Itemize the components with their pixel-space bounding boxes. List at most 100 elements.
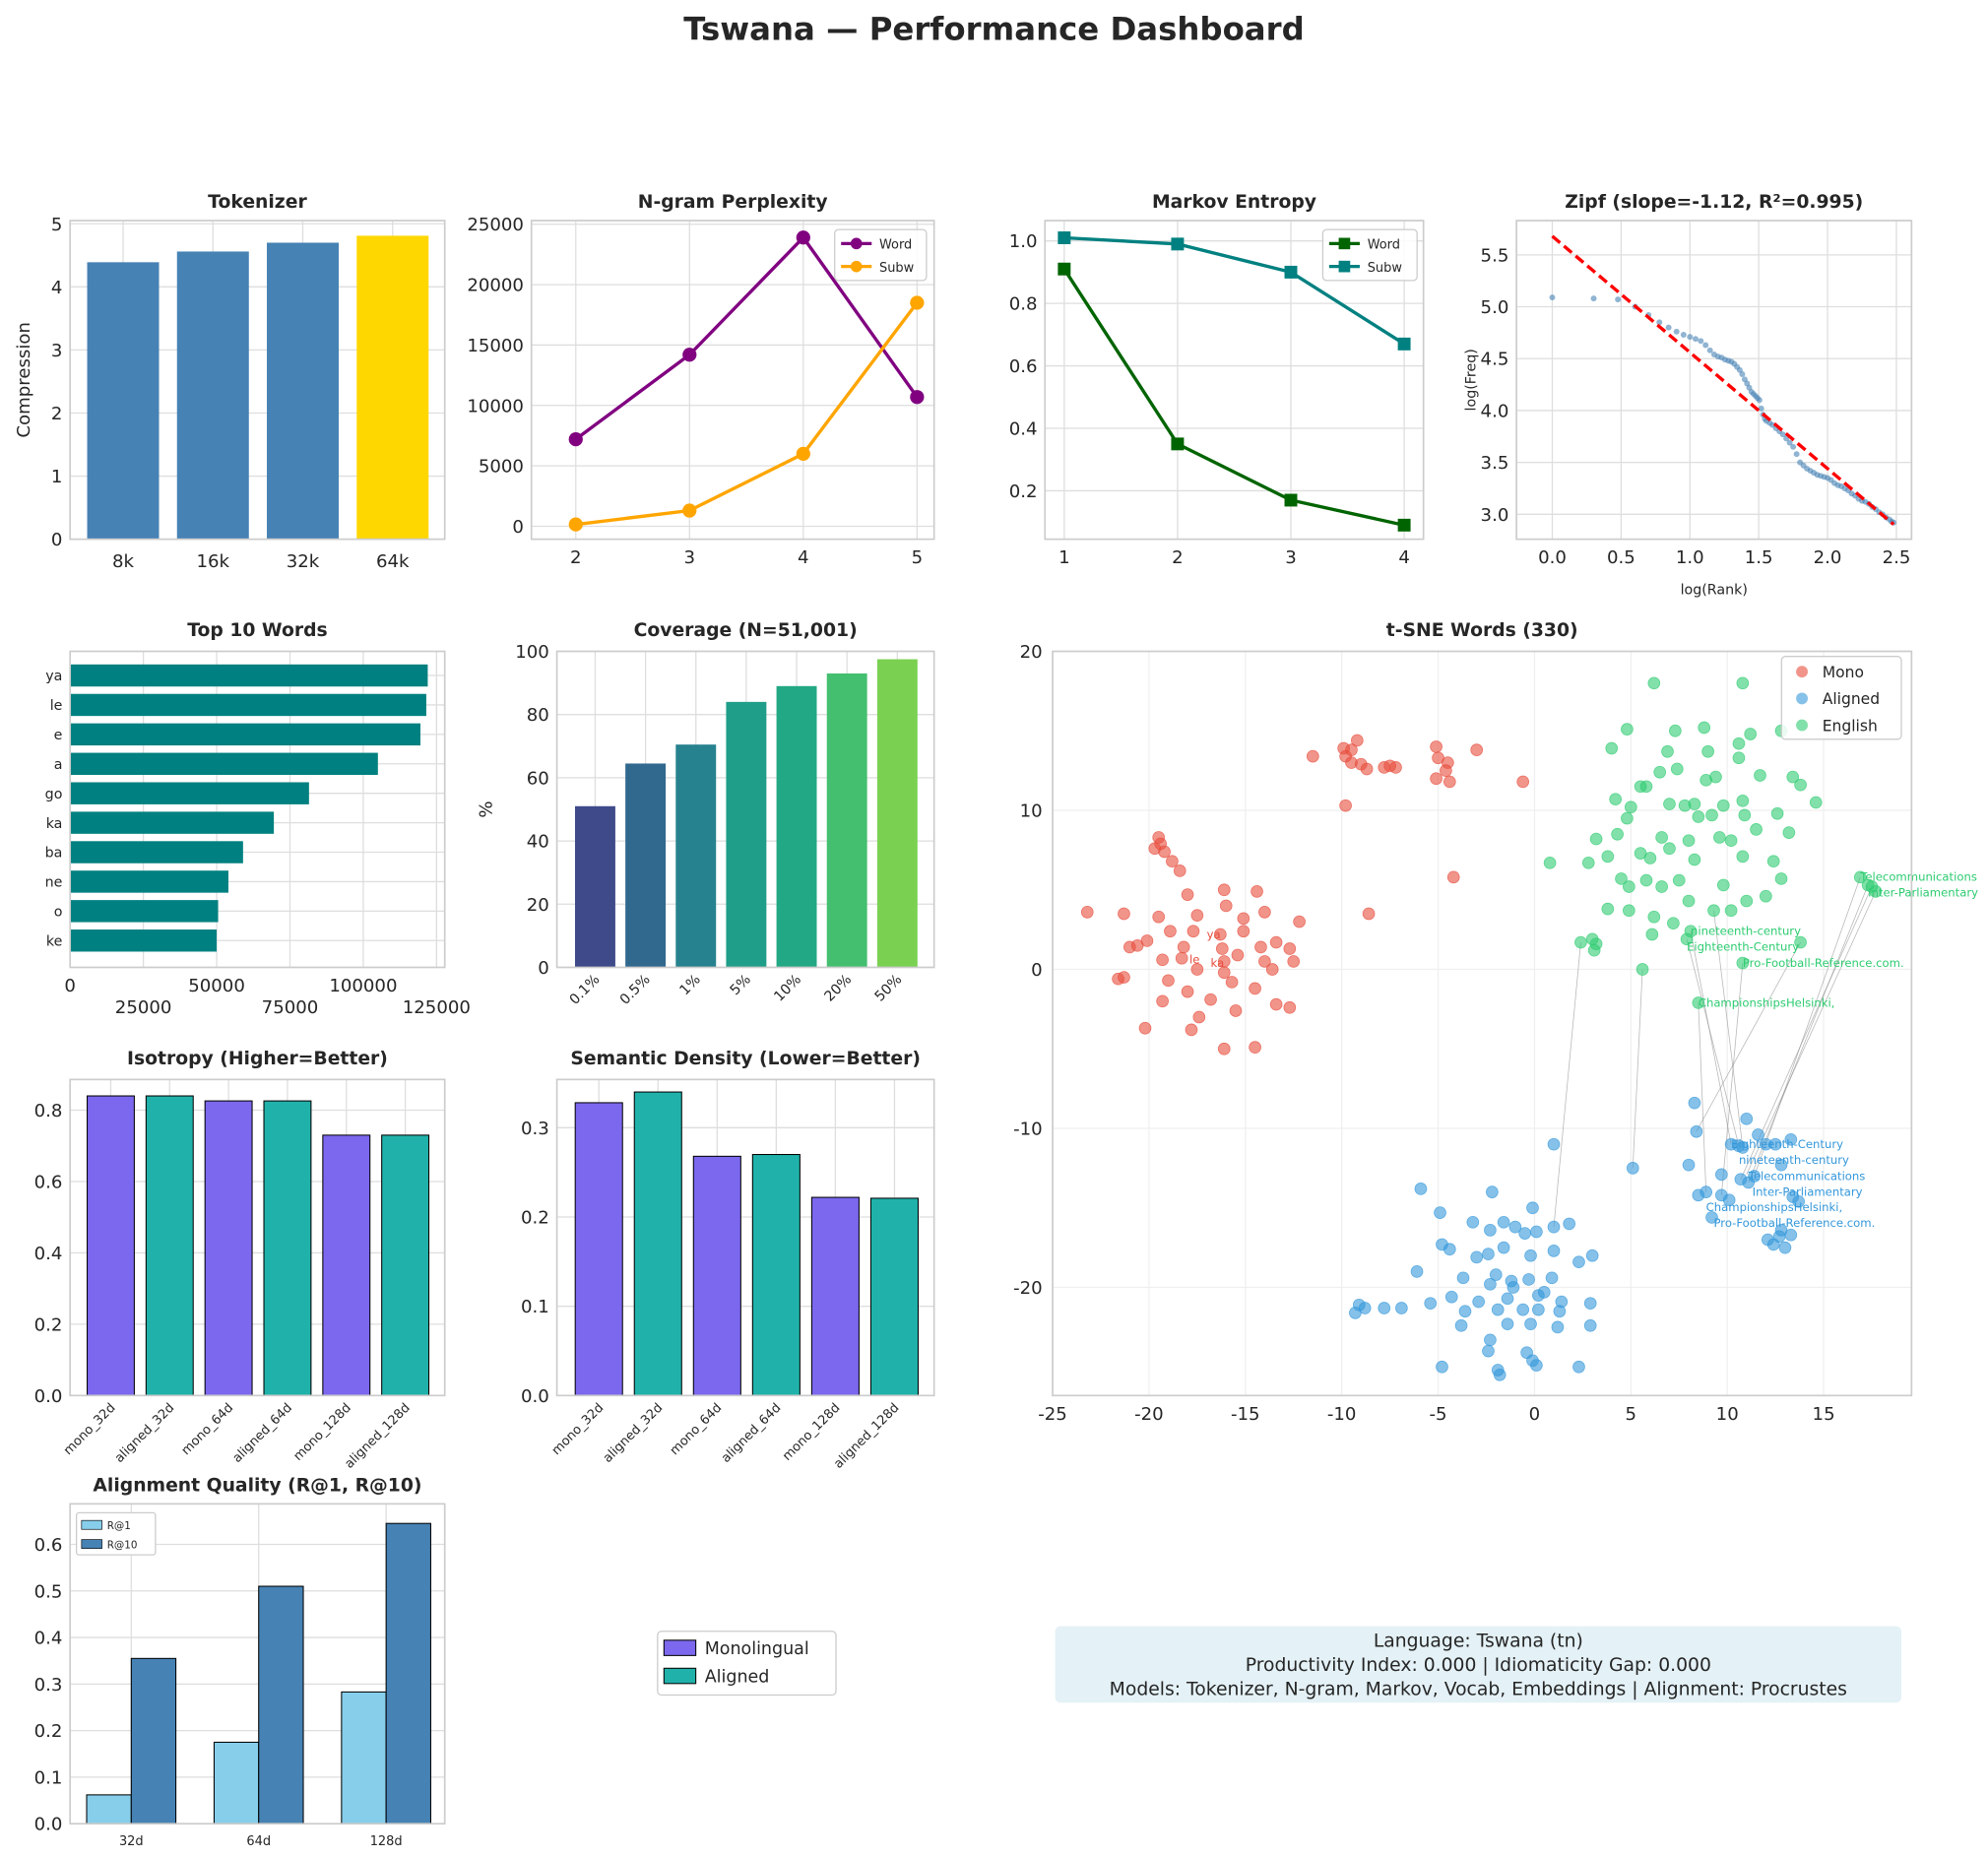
y-tick-label: 0.4 [1009, 419, 1038, 440]
tsne-point-mono [1164, 925, 1177, 938]
y-tick-label: 0.6 [34, 1535, 63, 1556]
chart-zipf: 3.0 3.5 4.0 4.5 5.0 5.5 0.0 0.5 1.0 1.5 2.0 2.5 log(… [1464, 192, 1913, 598]
alignment-link [1748, 884, 1869, 1184]
tsne-point-aligned [1443, 1243, 1456, 1256]
tsne-point-aligned [1434, 1206, 1446, 1219]
x-tick-label: 10 [1716, 1404, 1739, 1425]
tsne-point-english [1661, 744, 1674, 758]
tsne-point-mono [1231, 948, 1245, 962]
tsne-point-mono [1173, 864, 1186, 877]
tsne-point-mono [1293, 915, 1306, 928]
y-tick-label: 0 [538, 958, 549, 979]
tsne-point-english [1736, 794, 1750, 807]
y-tick-label: 0.4 [34, 1629, 63, 1649]
info-box-background [1055, 1626, 1901, 1703]
y-tick-label: 0.2 [34, 1721, 63, 1742]
tsne-point-mono [1443, 775, 1456, 789]
legend-label-aligned: Aligned [705, 1668, 770, 1688]
tsne-point-english [1581, 856, 1595, 869]
point-label: Telecommunications [1748, 1169, 1866, 1183]
tsne-point-aligned [1722, 1193, 1736, 1207]
tsne-point-aligned [1547, 1245, 1561, 1257]
tsne-point-mono [1283, 1000, 1297, 1014]
y-tick-label: ne [45, 875, 63, 891]
tsne-point-english [1732, 751, 1746, 765]
chart-title: N-gram Perplexity [638, 192, 828, 213]
y-tick-label: 0.0 [34, 1815, 63, 1835]
tsne-point-aligned [1572, 1255, 1585, 1269]
tsne-point-english [1624, 800, 1637, 814]
tsne-point-english [1543, 856, 1557, 869]
x-tick-label: mono_32d [549, 1400, 608, 1458]
tsne-point-aligned [1792, 1194, 1805, 1208]
bar [633, 1091, 682, 1396]
x-tick-label: 3 [1285, 547, 1297, 568]
tsne-point-mono [1430, 772, 1443, 786]
tsne-point-aligned [1424, 1297, 1438, 1311]
y-tick-label: o [54, 905, 63, 921]
legend-swatch [81, 1519, 102, 1530]
alignment-link [1690, 930, 1732, 1145]
tsne-point-english [1601, 850, 1615, 864]
tsne-point-english [1794, 935, 1807, 949]
tsne-point-english [1760, 889, 1772, 903]
bar-R@10 [258, 1585, 304, 1825]
data-point [1739, 371, 1746, 378]
bar [625, 763, 667, 968]
x-tick-label: 50% [872, 972, 906, 1005]
bar [263, 1100, 312, 1396]
x-tick-label: -5 [1430, 1404, 1447, 1425]
y-tick-label: 3 [51, 341, 63, 361]
tsne-point-english [1589, 832, 1603, 846]
y-tick-label: 2 [51, 404, 63, 424]
data-point [1693, 336, 1699, 343]
alignment-link [1686, 938, 1740, 1146]
series-line-Subw [575, 301, 919, 527]
tsne-point-english [1736, 850, 1750, 864]
data-point [1706, 347, 1713, 353]
tsne-point-aligned [1486, 1185, 1499, 1198]
data-point [1790, 443, 1797, 450]
y-tick-label: 0.2 [521, 1208, 549, 1229]
y-tick-label: 15000 [467, 336, 524, 356]
x-tick-label: mono_64d [179, 1400, 237, 1458]
tsne-point-aligned [1522, 1273, 1535, 1286]
data-point [1549, 294, 1556, 301]
y-axis-label: log(Freq) [1464, 349, 1480, 411]
fit-line [1551, 234, 1895, 526]
data-point [796, 230, 810, 245]
y-axis-label: % [477, 800, 497, 817]
tsne-point-aligned [1784, 1228, 1798, 1242]
x-tick-label: 0.0 [1538, 547, 1567, 568]
y-tick-label: 0.1 [34, 1767, 63, 1788]
tsne-point-mono [1225, 976, 1239, 989]
bar [692, 1155, 741, 1396]
plot-frame [1052, 650, 1913, 1397]
tsne-point-aligned [1472, 1295, 1486, 1309]
y-tick-label: 0.2 [34, 1314, 63, 1335]
data-point [1665, 324, 1672, 331]
tsne-point-mono [1258, 906, 1271, 919]
tsne-point-mono [1175, 951, 1188, 965]
tsne-point-mono [1249, 1041, 1261, 1054]
y-tick-label: 0.6 [1009, 356, 1038, 377]
tsne-point-mono [1130, 938, 1144, 952]
data-point [850, 237, 863, 250]
bar [751, 1154, 801, 1396]
tsne-point-english [1732, 736, 1746, 750]
tsne-point-english [1639, 873, 1653, 887]
bar [322, 1134, 371, 1396]
tsne-point-english [1750, 823, 1763, 836]
bar [869, 1197, 919, 1396]
tsne-point-english [1645, 928, 1659, 941]
point-label: ChampionshipsHelsinki, [1706, 1200, 1843, 1214]
y-tick-label: 0 [512, 517, 524, 538]
tsne-point-aligned [1690, 1124, 1703, 1138]
x-tick-label: 50000 [188, 976, 245, 996]
tsne-point-mono [1269, 935, 1283, 949]
data-point [1284, 493, 1298, 507]
x-tick-label: 2.5 [1883, 547, 1911, 568]
alignment-link [1754, 876, 1861, 1177]
chart-title: Top 10 Words [187, 620, 327, 641]
x-tick-label: 0 [1529, 1404, 1541, 1425]
